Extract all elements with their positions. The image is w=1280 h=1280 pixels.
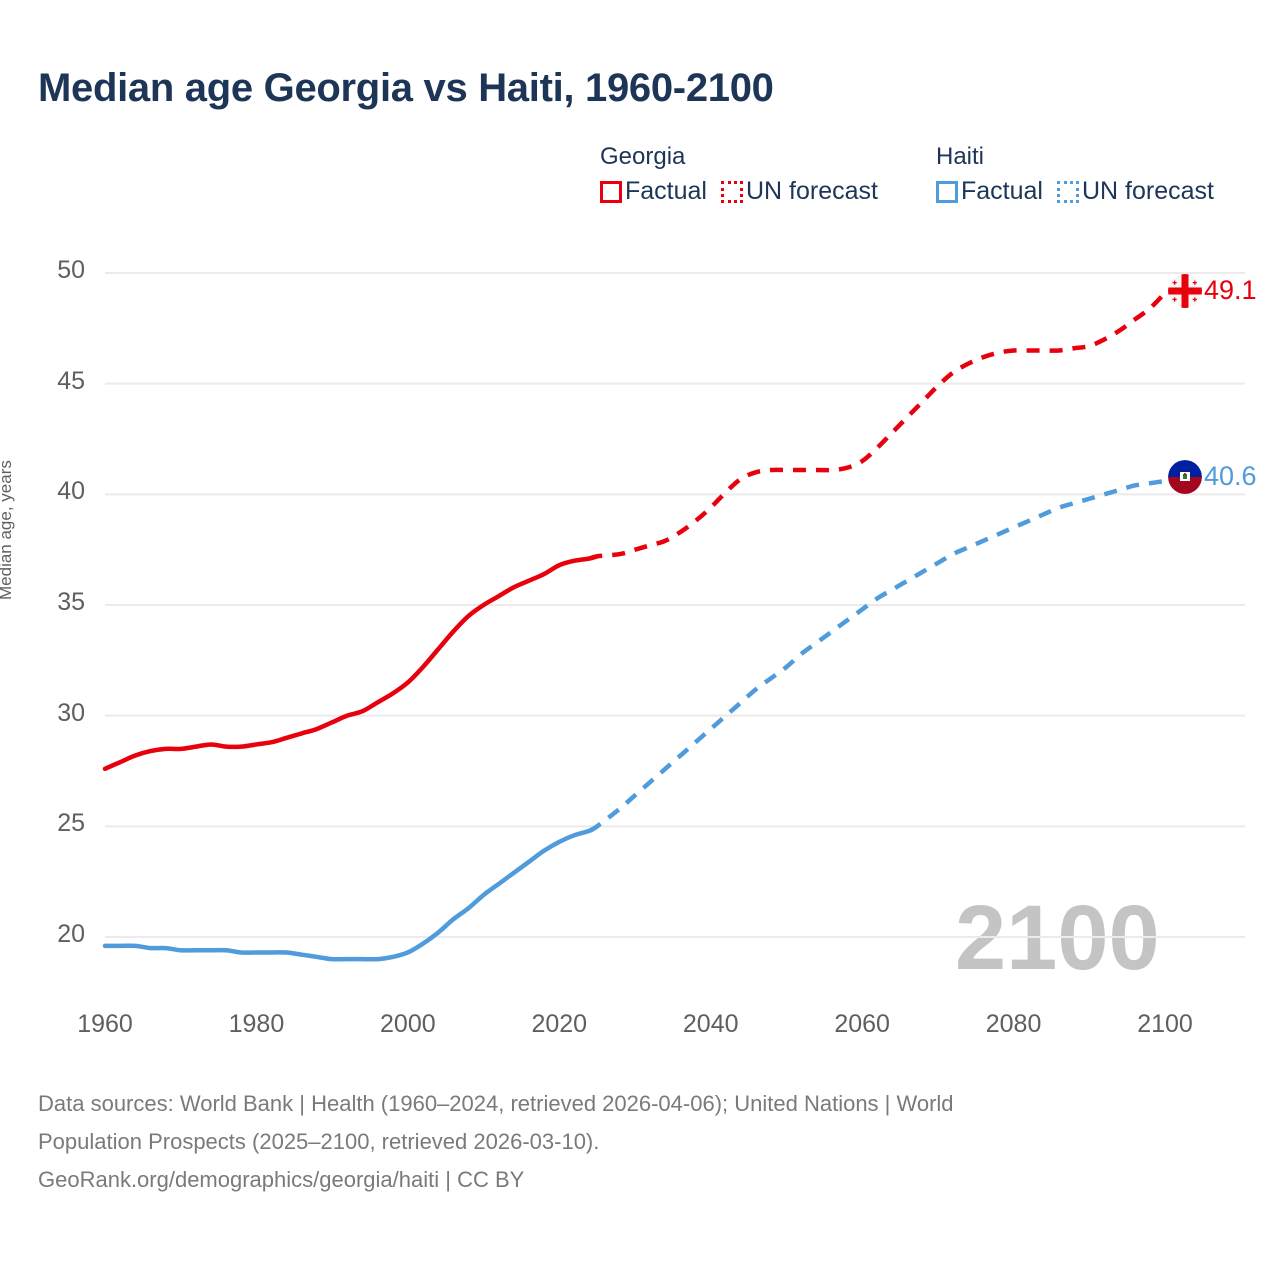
georgia-end-value: 49.1: [1204, 275, 1257, 305]
legend-swatch-solid-icon: [600, 180, 622, 203]
legend-item-georgia-forecast[interactable]: UN forecast: [720, 177, 878, 206]
legend-label-haiti-forecast: UN forecast: [1081, 177, 1214, 205]
x-tick-label: 2040: [682, 1010, 739, 1038]
y-axis-title: Median age, years: [0, 460, 15, 600]
legend-label-georgia-factual: Factual: [625, 177, 707, 205]
x-tick-label: 1960: [77, 1010, 133, 1038]
haiti-end-value: 40.6: [1204, 461, 1257, 491]
watermark-year: 2100: [955, 887, 1160, 989]
y-tick-value: 25: [57, 809, 85, 838]
footer-sources: Data sources: World Bank | Health (1960–…: [38, 1088, 1168, 1196]
y-tick-value: 20: [57, 920, 85, 948]
georgia-flag-icon: [1168, 274, 1202, 308]
footer-line-2: Population Prospects (2025–2100, retriev…: [38, 1128, 600, 1154]
x-tick-label: 2080: [985, 1010, 1042, 1038]
legend-group-title-georgia: Georgia: [600, 143, 686, 170]
x-tick-label: 2100: [1137, 1010, 1193, 1038]
legend-swatch-dotted-icon: [1056, 180, 1079, 203]
legend-label-haiti-factual: Factual: [961, 177, 1043, 205]
legend-item-haiti-forecast[interactable]: UN forecast: [1056, 177, 1214, 206]
x-tick-label: 2060: [834, 1010, 890, 1038]
x-tick-label: 1980: [228, 1010, 285, 1038]
legend-group-haiti: Haiti Factual UN forecast: [936, 143, 1228, 206]
legend-item-haiti-factual[interactable]: Factual: [936, 177, 1043, 206]
chart-legend: Georgia Factual UN forecast Haiti Factua…: [600, 143, 1260, 223]
footer-line-1: Data sources: World Bank | Health (1960–…: [38, 1091, 954, 1116]
footer-line-3: GeoRank.org/demographics/georgia/haiti |…: [38, 1166, 525, 1192]
legend-swatch-solid-icon: [936, 180, 958, 203]
legend-item-georgia-factual[interactable]: Factual: [600, 177, 707, 206]
haiti-flag-icon: [1168, 460, 1202, 494]
x-tick-label: 2020: [531, 1010, 588, 1038]
legend-label-georgia-forecast: UN forecast: [745, 177, 878, 205]
legend-group-title-haiti: Haiti: [936, 143, 985, 170]
x-tick-label: 2000: [380, 1010, 436, 1038]
y-tick-value: 35: [57, 588, 85, 616]
y-tick-value: 50: [57, 256, 85, 284]
page-title: Median age Georgia vs Haiti, 1960-2100: [38, 66, 774, 110]
y-tick-value: 45: [57, 366, 85, 395]
y-tick-value: 40: [57, 477, 85, 506]
legend-swatch-dotted-icon: [720, 180, 743, 203]
legend-group-georgia: Georgia Factual UN forecast: [600, 143, 892, 206]
y-tick-value: 30: [57, 698, 85, 727]
